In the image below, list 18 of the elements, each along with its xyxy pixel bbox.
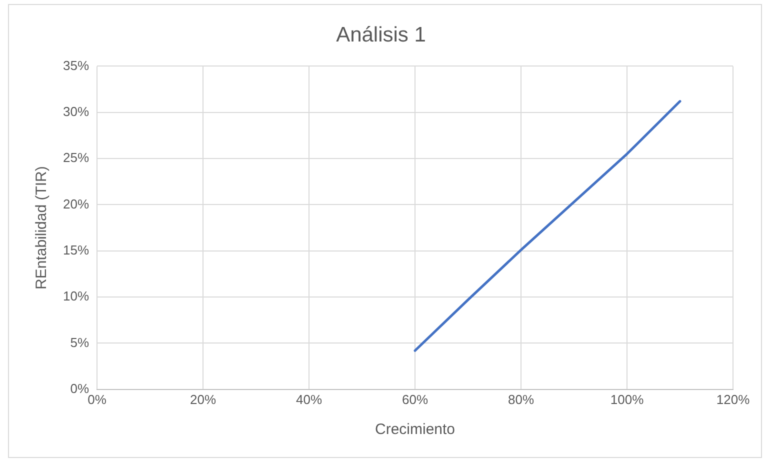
y-axis-title: REntabilidad (TIR) (33, 166, 50, 290)
x-tick-label: 100% (610, 392, 644, 407)
y-tick-label: 15% (62, 242, 90, 258)
y-tick-label: 25% (62, 150, 90, 166)
x-tick-label: 20% (190, 392, 216, 407)
y-tick-label: 30% (62, 104, 90, 119)
y-tick-label: 5% (70, 334, 90, 350)
x-axis-title: Crecimiento (374, 421, 456, 438)
x-tick-label: 60% (402, 392, 428, 407)
x-tick-label: 40% (296, 392, 322, 407)
x-tick-label: 0% (88, 392, 107, 407)
y-tick-label: 35% (62, 58, 90, 73)
y-tick-label: 20% (62, 196, 90, 212)
x-tick-label: 120% (716, 392, 750, 407)
y-tick-label: 0% (70, 380, 90, 396)
chart-title: Análisis 1 (336, 23, 426, 46)
x-tick-label: 80% (508, 392, 534, 407)
y-tick-label: 10% (62, 288, 90, 304)
